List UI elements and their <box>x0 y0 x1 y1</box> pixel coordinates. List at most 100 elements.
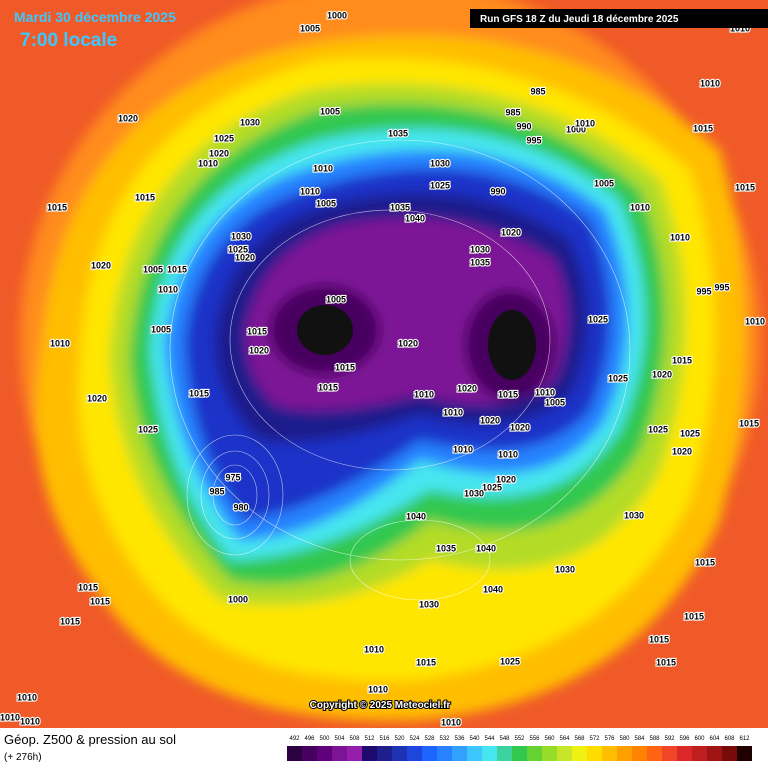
pressure-label: 1005 <box>320 106 340 116</box>
pressure-label: 1020 <box>510 422 530 432</box>
pressure-label: 1010 <box>20 716 40 726</box>
scale-swatch <box>647 746 662 761</box>
pressure-label: 1010 <box>368 684 388 694</box>
scale-swatch <box>437 746 452 761</box>
pressure-label: 1030 <box>624 510 644 520</box>
scale-label: 576 <box>604 736 615 742</box>
run-box <box>470 9 768 28</box>
pressure-label: 1025 <box>500 656 520 666</box>
scale-swatch <box>617 746 632 761</box>
scale-label: 504 <box>334 736 345 742</box>
scale-swatch <box>302 746 317 761</box>
pressure-label: 1030 <box>419 599 439 609</box>
scale-swatch <box>332 746 347 761</box>
pressure-label: 1020 <box>91 260 111 270</box>
pressure-label: 1005 <box>326 294 346 304</box>
scale-label: 600 <box>694 736 705 742</box>
scale-label: 560 <box>544 736 555 742</box>
scale-label: 516 <box>379 736 390 742</box>
pressure-label: 1020 <box>249 345 269 355</box>
pressure-label: 1025 <box>214 133 234 143</box>
pressure-label: 1030 <box>231 231 251 241</box>
scale-label: 592 <box>664 736 675 742</box>
scale-label: 508 <box>349 736 360 742</box>
pressure-label: 980 <box>233 502 248 512</box>
scale-label: 552 <box>514 736 525 742</box>
scale-swatch <box>737 746 752 761</box>
pressure-label: 1020 <box>457 383 477 393</box>
pressure-label: 1010 <box>535 387 555 397</box>
scale-label: 544 <box>484 736 495 742</box>
date: Mardi 30 décembre 2025 <box>14 9 176 25</box>
scale-swatch <box>287 746 302 761</box>
pressure-label: 1035 <box>388 128 408 138</box>
pressure-label: 1010 <box>453 444 473 454</box>
pressure-label: 1010 <box>0 712 20 722</box>
scale-swatch <box>632 746 647 761</box>
scale-swatch <box>557 746 572 761</box>
pressure-label: 995 <box>714 282 729 292</box>
pressure-label: 1015 <box>167 264 187 274</box>
footer-lead: (+ 276h) <box>4 752 42 763</box>
pressure-label: 1010 <box>630 202 650 212</box>
pressure-label: 1010 <box>498 449 518 459</box>
pressure-label: 1020 <box>480 415 500 425</box>
pressure-label: 1015 <box>739 418 759 428</box>
scale-swatch <box>602 746 617 761</box>
scale-swatch <box>722 746 737 761</box>
pressure-label: 1010 <box>414 389 434 399</box>
pressure-label: 1015 <box>335 362 355 372</box>
scale-swatch <box>392 746 407 761</box>
pressure-label: 1030 <box>555 564 575 574</box>
pressure-label: 1010 <box>198 158 218 168</box>
pressure-label: 1040 <box>405 213 425 223</box>
scale-swatch <box>587 746 602 761</box>
pressure-label: 1015 <box>693 123 713 133</box>
pressure-label: 1015 <box>684 611 704 621</box>
scale-label: 564 <box>559 736 570 742</box>
pressure-label: 1015 <box>416 657 436 667</box>
pressure-label: 975 <box>225 472 240 482</box>
pressure-label: 1010 <box>441 717 461 727</box>
scale-label: 496 <box>304 736 315 742</box>
pressure-label: 1025 <box>608 373 628 383</box>
pressure-label: 1010 <box>700 78 720 88</box>
scale-swatch <box>692 746 707 761</box>
pressure-label: 1020 <box>398 338 418 348</box>
scale-label: 548 <box>499 736 510 742</box>
pressure-label: 1005 <box>545 397 565 407</box>
pressure-label: 985 <box>505 107 520 117</box>
pressure-label: 1010 <box>575 118 595 128</box>
scale-label: 500 <box>319 736 330 742</box>
pressure-label: 1015 <box>189 388 209 398</box>
pressure-label: 1015 <box>498 389 518 399</box>
pressure-label: 1010 <box>364 644 384 654</box>
pressure-label: 1015 <box>47 202 67 212</box>
scale-label: 580 <box>619 736 630 742</box>
scale-label: 604 <box>709 736 720 742</box>
pressure-label: 1040 <box>476 543 496 553</box>
pressure-label: 1025 <box>228 244 248 254</box>
pressure-label: 1015 <box>649 634 669 644</box>
scale-swatch <box>347 746 362 761</box>
pressure-label: 995 <box>696 286 711 296</box>
copyright: Copyright © 2025 Meteociel.fr <box>310 700 451 711</box>
pressure-label: 1005 <box>151 324 171 334</box>
pressure-label: 1020 <box>209 148 229 158</box>
pressure-label: 1010 <box>50 338 70 348</box>
scale-label: 492 <box>289 736 300 742</box>
pressure-label: 990 <box>516 121 531 131</box>
scale-swatch <box>407 746 422 761</box>
scale-label: 568 <box>574 736 585 742</box>
pressure-label: 1015 <box>695 557 715 567</box>
pressure-label: 1030 <box>430 158 450 168</box>
pressure-label: 1040 <box>483 584 503 594</box>
pressure-label: 1030 <box>470 244 490 254</box>
pressure-label: 1025 <box>588 314 608 324</box>
pressure-label: 1015 <box>656 657 676 667</box>
pressure-label: 1005 <box>316 198 336 208</box>
pressure-label: 1000 <box>566 124 586 134</box>
pressure-label: 1010 <box>745 316 765 326</box>
scale-label: 584 <box>634 736 645 742</box>
